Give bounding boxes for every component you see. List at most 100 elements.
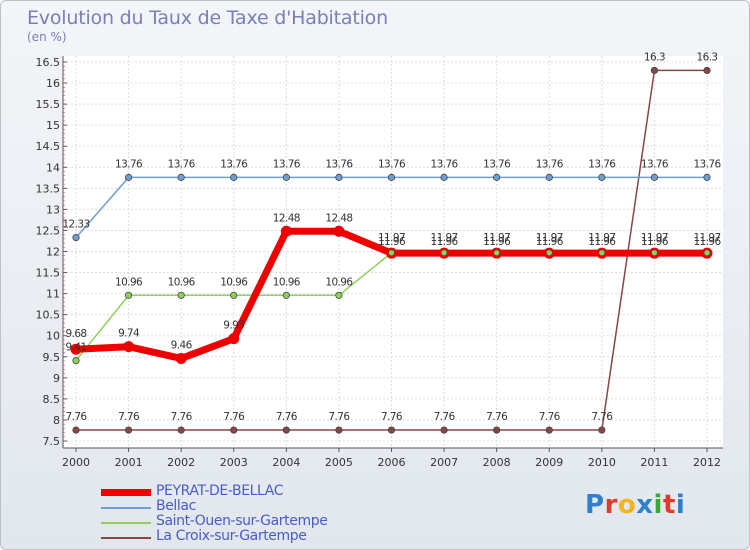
data-label: 12.48 (325, 212, 352, 224)
legend-label-bellac: Bellac (156, 498, 196, 514)
logo-letter: r (604, 490, 618, 520)
data-label: 13.76 (115, 158, 143, 170)
data-point (72, 356, 80, 365)
y-tick-label-1: 8 (53, 414, 60, 427)
data-point (282, 291, 290, 299)
data-label: 13.76 (588, 158, 616, 170)
data-point (70, 343, 82, 355)
data-point (175, 352, 187, 364)
data-label: 13.76 (273, 158, 301, 170)
data-label: 7.76 (381, 411, 403, 423)
data-label: 11.97 (431, 232, 458, 244)
data-point (124, 426, 133, 434)
data-point (440, 426, 448, 434)
data-label: 7.76 (486, 411, 508, 423)
legend-label-saint-ouen: Saint-Ouen-sur-Gartempe (156, 513, 328, 529)
y-tick-label-5: 10 (46, 330, 60, 343)
data-label: 13.76 (168, 158, 196, 170)
logo-letter: P (585, 490, 605, 520)
series-markers-1 (72, 173, 711, 242)
data-point (230, 173, 238, 181)
data-label: 7.76 (276, 411, 298, 423)
logo-letter: t (662, 490, 676, 520)
data-point (387, 173, 396, 181)
data-point (282, 426, 290, 434)
gridlines (63, 56, 723, 448)
y-tick-label-0: 7.5 (43, 435, 61, 448)
data-point (123, 341, 135, 353)
data-label: 11.97 (588, 232, 615, 244)
x-tick-label-4: 2004 (272, 456, 300, 469)
data-label: 13.76 (378, 158, 406, 170)
data-label: 11.96 (641, 236, 669, 248)
data-point (493, 173, 501, 181)
x-tick-label-1: 2001 (115, 456, 143, 469)
data-label: 13.76 (693, 158, 721, 170)
data-point (230, 291, 238, 299)
data-label: 10.96 (325, 276, 353, 288)
data-label: 10.96 (220, 276, 248, 288)
data-label: 11.96 (483, 236, 511, 248)
data-label: 13.76 (325, 158, 353, 170)
data-label: 13.76 (220, 158, 248, 170)
chart-subtitle: (en %) (27, 30, 67, 44)
proxiti-logo: Proxiti (585, 490, 685, 520)
data-point (598, 426, 606, 434)
legend-swatch-bellac (101, 507, 151, 509)
data-label: 9.68 (66, 328, 87, 340)
data-point (280, 225, 292, 237)
chart-legend: PEYRAT-DE-BELLAC Bellac Saint-Ouen-sur-G… (101, 483, 401, 545)
x-tick-label-11: 2011 (640, 456, 668, 469)
legend-label-la-croix: La Croix-sur-Gartempe (156, 528, 307, 544)
data-label: 11.96 (693, 236, 721, 248)
data-point (335, 291, 343, 299)
y-tick-label-9: 12 (46, 246, 60, 259)
data-point (333, 225, 345, 237)
data-point (72, 426, 80, 434)
data-label: 11.97 (641, 232, 668, 244)
legend-item-bellac: Bellac (101, 498, 401, 515)
series-markers-3 (72, 66, 711, 434)
y-tick-label-18: 16.5 (36, 56, 61, 69)
data-label: 7.76 (539, 411, 561, 423)
data-label: 12.48 (273, 212, 300, 224)
data-point (440, 173, 448, 181)
data-point (230, 426, 238, 434)
data-label: 11.96 (378, 236, 406, 248)
data-label: 13.76 (536, 158, 564, 170)
x-tick-label-10: 2010 (588, 456, 616, 469)
data-point (124, 173, 133, 181)
y-tick-label-11: 13 (46, 203, 60, 216)
data-point (703, 66, 711, 75)
data-label: 11.97 (536, 232, 563, 244)
x-tick-label-8: 2008 (483, 456, 511, 469)
data-label: 9.41 (66, 342, 87, 354)
x-tick-label-6: 2006 (378, 456, 406, 469)
data-label: 11.97 (693, 232, 720, 244)
legend-swatch-la-croix (101, 537, 151, 539)
data-point (177, 173, 185, 181)
data-label: 9.74 (118, 328, 140, 340)
x-tick-label-5: 2005 (325, 456, 353, 469)
y-tick-label-10: 12.5 (36, 224, 61, 237)
x-tick-label-7: 2007 (430, 456, 458, 469)
logo-letter: x (636, 490, 654, 520)
data-point (335, 173, 343, 181)
data-point (228, 333, 240, 345)
x-tick-label-2: 2002 (167, 456, 195, 469)
y-tick-label-8: 11.5 (36, 267, 61, 280)
data-label: 9.93 (223, 320, 244, 332)
data-label: 10.96 (273, 276, 301, 288)
data-point (545, 426, 553, 434)
x-tick-label-0: 2000 (62, 456, 90, 469)
data-point (177, 291, 185, 299)
x-tick-label-12: 2012 (693, 456, 721, 469)
data-label: 7.76 (223, 411, 245, 423)
data-label: 7.76 (591, 411, 613, 423)
logo-letter: i (675, 490, 686, 520)
data-label: 7.76 (434, 411, 456, 423)
data-label: 11.96 (588, 236, 616, 248)
data-point (545, 173, 553, 181)
y-tick-label-6: 10.5 (36, 309, 61, 322)
